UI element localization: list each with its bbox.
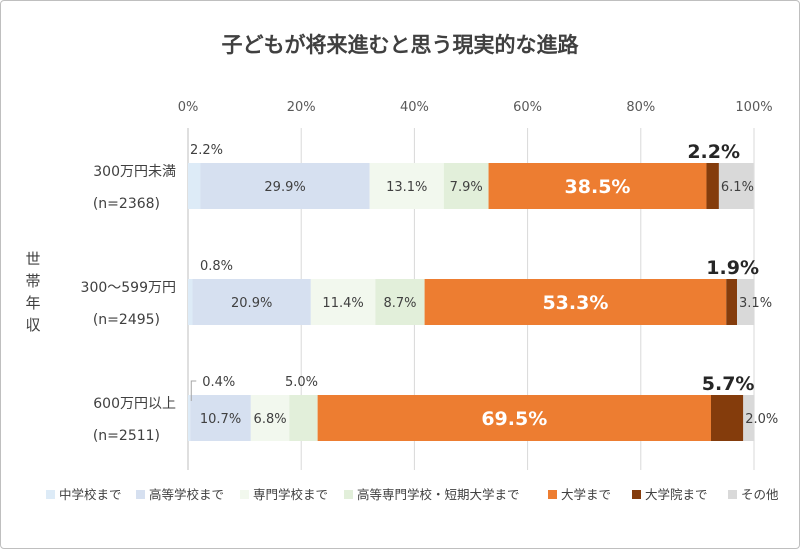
value-label: 7.9% [450, 180, 483, 195]
category-label: 300万円未満 [93, 164, 176, 180]
x-tick-label: 80% [626, 100, 655, 115]
value-label: 0.4% [202, 375, 235, 390]
value-label: 29.9% [264, 180, 305, 195]
y-axis-title-char: 収 [25, 316, 40, 334]
x-tick-label: 0% [178, 100, 199, 115]
y-axis-title: 世帯年収 [25, 250, 40, 334]
bar-segment [424, 279, 727, 325]
value-label: 11.4% [322, 296, 363, 311]
category-label: 600万円以上 [93, 396, 176, 412]
legend: 中学校まで 高等学校まで 専門学校まで 高等専門学校・短期大学まで 大学まで 大学院まで そ… [46, 487, 779, 502]
value-label: 20.9% [231, 296, 272, 311]
value-label: 6.8% [254, 412, 287, 427]
bar-segment [188, 279, 193, 325]
legend-label: その他 [741, 487, 779, 502]
bar-segment [317, 395, 711, 441]
legend-label: 大学院まで [645, 487, 708, 502]
bar-segment [190, 395, 251, 441]
x-tick-label: 60% [513, 100, 542, 115]
value-label: 3.1% [739, 296, 772, 311]
bar-segment [192, 279, 311, 325]
bar-segment [443, 163, 489, 209]
x-tick-label: 100% [735, 100, 772, 115]
category-labels: 300万円未満 (n=2368) 300〜599万円 (n=2495) 600万円以上 (… [81, 164, 176, 444]
legend-label: 高等専門学校・短期大学まで [357, 487, 520, 502]
x-axis-ticks: 0% 20% 40% 60% 80% 100% [178, 100, 773, 115]
legend-swatch [46, 490, 55, 499]
chart-title: 子どもが将来進むと思う現実的な進路 [222, 33, 580, 57]
legend-label: 中学校まで [59, 487, 122, 502]
bars [188, 163, 755, 441]
category-n-label: (n=2511) [93, 428, 160, 444]
value-label: 2.2% [190, 143, 223, 158]
value-label: 38.5% [565, 176, 631, 198]
value-label: 2.0% [745, 412, 778, 427]
value-label: 0.8% [200, 259, 233, 274]
value-label: 69.5% [481, 408, 547, 430]
x-tick-label: 40% [400, 100, 429, 115]
legend-swatch [240, 490, 249, 499]
bar-segment [200, 163, 370, 209]
bar-segment [188, 163, 201, 209]
value-labels: 2.2% 29.9% 13.1% 7.9% 38.5% 2.2% 6.1% 0.8% 20.9%… [190, 141, 778, 430]
bar-segment [706, 163, 719, 209]
bar-segment [710, 395, 744, 441]
value-label: 1.9% [706, 257, 759, 279]
y-axis-title-char: 年 [25, 294, 40, 312]
y-axis-title-char: 帯 [25, 272, 40, 290]
value-label: 13.1% [386, 180, 427, 195]
legend-label: 専門学校まで [253, 487, 328, 502]
legend-label: 大学まで [561, 487, 611, 502]
bar-segment [289, 395, 318, 441]
legend-swatch [728, 490, 737, 499]
category-n-label: (n=2495) [93, 312, 160, 328]
value-label: 2.2% [687, 141, 740, 163]
bar-segment [488, 163, 707, 209]
bar-segment [188, 395, 191, 441]
leader-line [190, 380, 197, 401]
category-n-label: (n=2368) [93, 196, 160, 212]
x-tick-label: 20% [287, 100, 316, 115]
value-label: 5.0% [285, 375, 318, 390]
bar-segment [369, 163, 444, 209]
legend-swatch [632, 490, 641, 499]
bar-segment [718, 163, 754, 209]
value-label: 5.7% [702, 373, 755, 395]
legend-label: 高等学校まで [149, 487, 224, 502]
value-label: 53.3% [542, 292, 608, 314]
legend-swatch [136, 490, 145, 499]
value-label: 10.7% [200, 412, 241, 427]
category-label: 300〜599万円 [81, 280, 176, 296]
legend-swatch [548, 490, 557, 499]
bar-segment [726, 279, 738, 325]
legend-swatch [344, 490, 353, 499]
value-label: 8.7% [383, 296, 416, 311]
bar-segment [250, 395, 290, 441]
bar-segment [737, 279, 755, 325]
bar-segment [375, 279, 425, 325]
value-label: 6.1% [721, 180, 754, 195]
y-axis-title-char: 世 [25, 250, 40, 268]
bar-segment [743, 395, 755, 441]
bar-segment [310, 279, 376, 325]
